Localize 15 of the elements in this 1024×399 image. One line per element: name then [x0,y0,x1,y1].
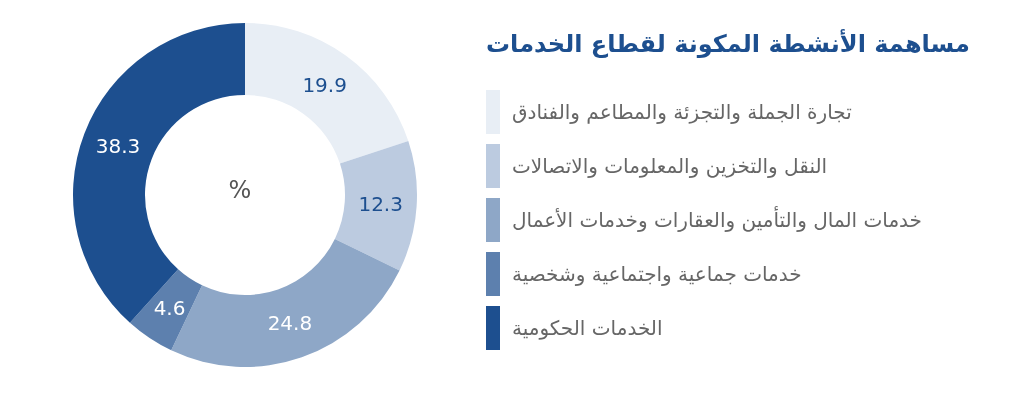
legend-label: النقل والتخزين والمعلومات والاتصالات [512,154,828,178]
data-label: 24.8 [267,311,313,336]
legend-label: تجارة الجملة والتجزئة والمطاعم والفنادق [512,100,852,124]
donut-slice [334,141,417,271]
chart-title: مساهمة الأنشطة المكونة لقطاع الخدمات [486,30,970,58]
text: % [228,176,252,204]
donut-slice [129,269,203,351]
legend-label: الخدمات الحكومية [512,316,663,340]
data-label: 38.3 [95,134,141,159]
legend-label: خدمات المال والتأمين والعقارات وخدمات الأعمال [512,208,922,232]
donut-slice [245,23,409,164]
data-label: 12.3 [358,192,403,217]
legend-label: خدمات جماعية واجتماعية وشخصية [512,262,802,286]
data-label: 4.6 [153,296,186,321]
data-label: 19.9 [302,72,347,97]
